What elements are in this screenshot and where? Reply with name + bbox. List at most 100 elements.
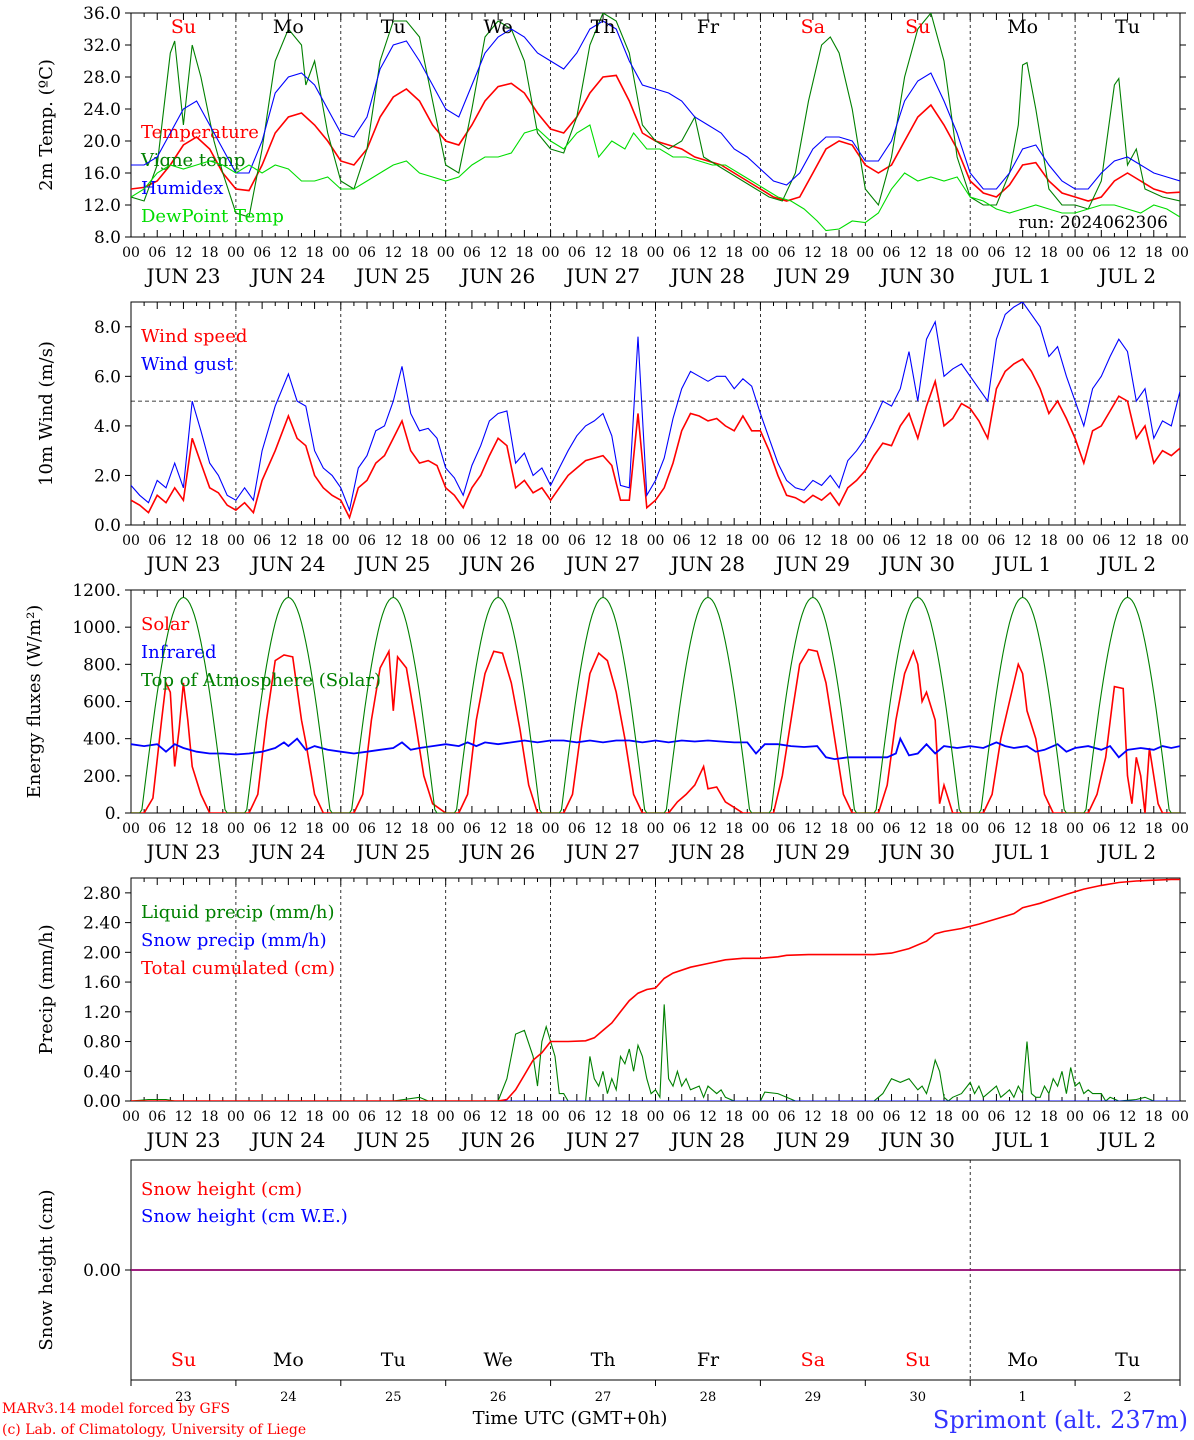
date-label: JUL 2 [1097, 264, 1156, 288]
ytick-label: 1.60 [83, 973, 121, 993]
weekday-label: Sa [801, 1349, 825, 1371]
weekday-label: Tu [1115, 16, 1140, 38]
hour-label: 18 [620, 245, 638, 261]
hour-label: 12 [909, 1109, 927, 1125]
hour-label: 18 [515, 1109, 533, 1125]
hour-label: 00 [647, 1109, 665, 1125]
date-label: JUN 30 [879, 264, 955, 288]
series-blue-line [131, 302, 1180, 513]
ytick-label: 8.0 [94, 318, 121, 338]
series-green-line [131, 596, 1180, 813]
hour-label: 18 [306, 1109, 324, 1125]
ytick-label: 2.80 [83, 884, 121, 904]
hour-label: 06 [568, 533, 586, 549]
hour-label: 06 [358, 245, 376, 261]
hour-label: 06 [1092, 533, 1110, 549]
panel-1: 8.0 12.0 16.0 20.0 24.0 28.0 32.0 36.0 2m Temp. … [36, 4, 1189, 288]
hour-label: 06 [358, 533, 376, 549]
hour-label: 18 [306, 821, 324, 837]
date-label: JUN 29 [774, 840, 850, 864]
date-label: JUL 2 [1097, 1128, 1156, 1152]
hour-label: 00 [856, 245, 874, 261]
ylabel: Precip (mm/h) [36, 924, 57, 1054]
panel-4: 0.00 0.40 0.80 1.20 1.60 2.00 2.40 2.80 Precip (… [36, 877, 1189, 1152]
hour-label: 12 [384, 821, 402, 837]
series-red-line [131, 357, 1180, 520]
hour-label: 18 [830, 533, 848, 549]
weekday-label: Mo [273, 16, 304, 38]
hour-label: 18 [201, 245, 219, 261]
ytick-label: 600. [83, 693, 121, 713]
weekday-label: Sa [801, 16, 825, 38]
day-number-label: 23 [175, 1390, 192, 1405]
legend-entry: Solar [141, 614, 190, 635]
date-label: JUN 28 [669, 552, 745, 576]
ytick-label: 32.0 [83, 36, 121, 56]
hour-label: 06 [883, 533, 901, 549]
ylabel: 2m Temp. (ºC) [36, 59, 57, 191]
hour-label: 06 [778, 533, 796, 549]
hour-label: 12 [1119, 245, 1137, 261]
hour-label: 06 [463, 1109, 481, 1125]
weekday-label: Su [905, 16, 930, 38]
hour-label: 12 [909, 821, 927, 837]
date-label: JUN 29 [774, 264, 850, 288]
plot-frame [130, 12, 1181, 238]
panel-5: 0.00 Snow height (cm) Snow height (cm) Snow… [36, 1159, 1186, 1405]
ytick-label: 0.40 [83, 1062, 121, 1082]
hour-label: 18 [515, 245, 533, 261]
hour-label: 06 [148, 533, 166, 549]
hour-label: 00 [437, 1109, 455, 1125]
hour-label: 00 [961, 245, 979, 261]
legend-entry: Wind gust [141, 354, 234, 375]
hour-label: 00 [961, 533, 979, 549]
legend-entry: DewPoint Temp [141, 206, 284, 227]
hour-label: 00 [647, 821, 665, 837]
hour-label: 18 [830, 245, 848, 261]
hour-label: 00 [1066, 1109, 1084, 1125]
hour-label: 12 [909, 245, 927, 261]
hour-label: 18 [306, 533, 324, 549]
legend-entry: Snow height (cm W.E.) [141, 1206, 348, 1227]
hour-label: 12 [1014, 533, 1032, 549]
hour-label: 12 [384, 1109, 402, 1125]
hour-label: 00 [1066, 821, 1084, 837]
date-label: JUN 27 [564, 552, 640, 576]
hour-label: 00 [437, 821, 455, 837]
legend-entry: Total cumulated (cm) [141, 958, 335, 979]
hour-label: 06 [253, 533, 271, 549]
ytick-label: 2.00 [83, 943, 121, 963]
hour-label: 12 [804, 533, 822, 549]
hour-label: 18 [201, 821, 219, 837]
hour-label: 18 [1040, 533, 1058, 549]
date-label: JUN 27 [564, 264, 640, 288]
plot-frame [130, 589, 1181, 814]
weekday-label: Fr [697, 16, 720, 38]
legend-entry: Vigne temp [140, 150, 245, 171]
date-label: JUN 23 [144, 840, 220, 864]
hour-label: 18 [620, 821, 638, 837]
date-label: JUN 23 [144, 552, 220, 576]
hour-label: 18 [935, 533, 953, 549]
hour-label: 12 [489, 245, 507, 261]
hour-label: 12 [489, 533, 507, 549]
hour-label: 12 [909, 533, 927, 549]
ylabel: 10m Wind (m/s) [36, 341, 57, 486]
weekday-label: Tu [1115, 1349, 1140, 1371]
ylabel: Snow height (cm) [36, 1189, 57, 1350]
hour-label: 00 [227, 821, 245, 837]
hour-label: 06 [148, 821, 166, 837]
hour-label: 18 [1040, 245, 1058, 261]
ytick-label: 1200. [72, 581, 121, 601]
hour-label: 06 [883, 1109, 901, 1125]
hour-label: 18 [411, 821, 429, 837]
hour-label: 12 [699, 821, 717, 837]
hour-label: 06 [778, 245, 796, 261]
hour-label: 06 [988, 533, 1006, 549]
series-red-line [131, 648, 1180, 813]
hour-label: 12 [384, 245, 402, 261]
hour-label: 12 [175, 1109, 193, 1125]
hour-label: 12 [1119, 533, 1137, 549]
hour-label: 18 [1145, 245, 1163, 261]
